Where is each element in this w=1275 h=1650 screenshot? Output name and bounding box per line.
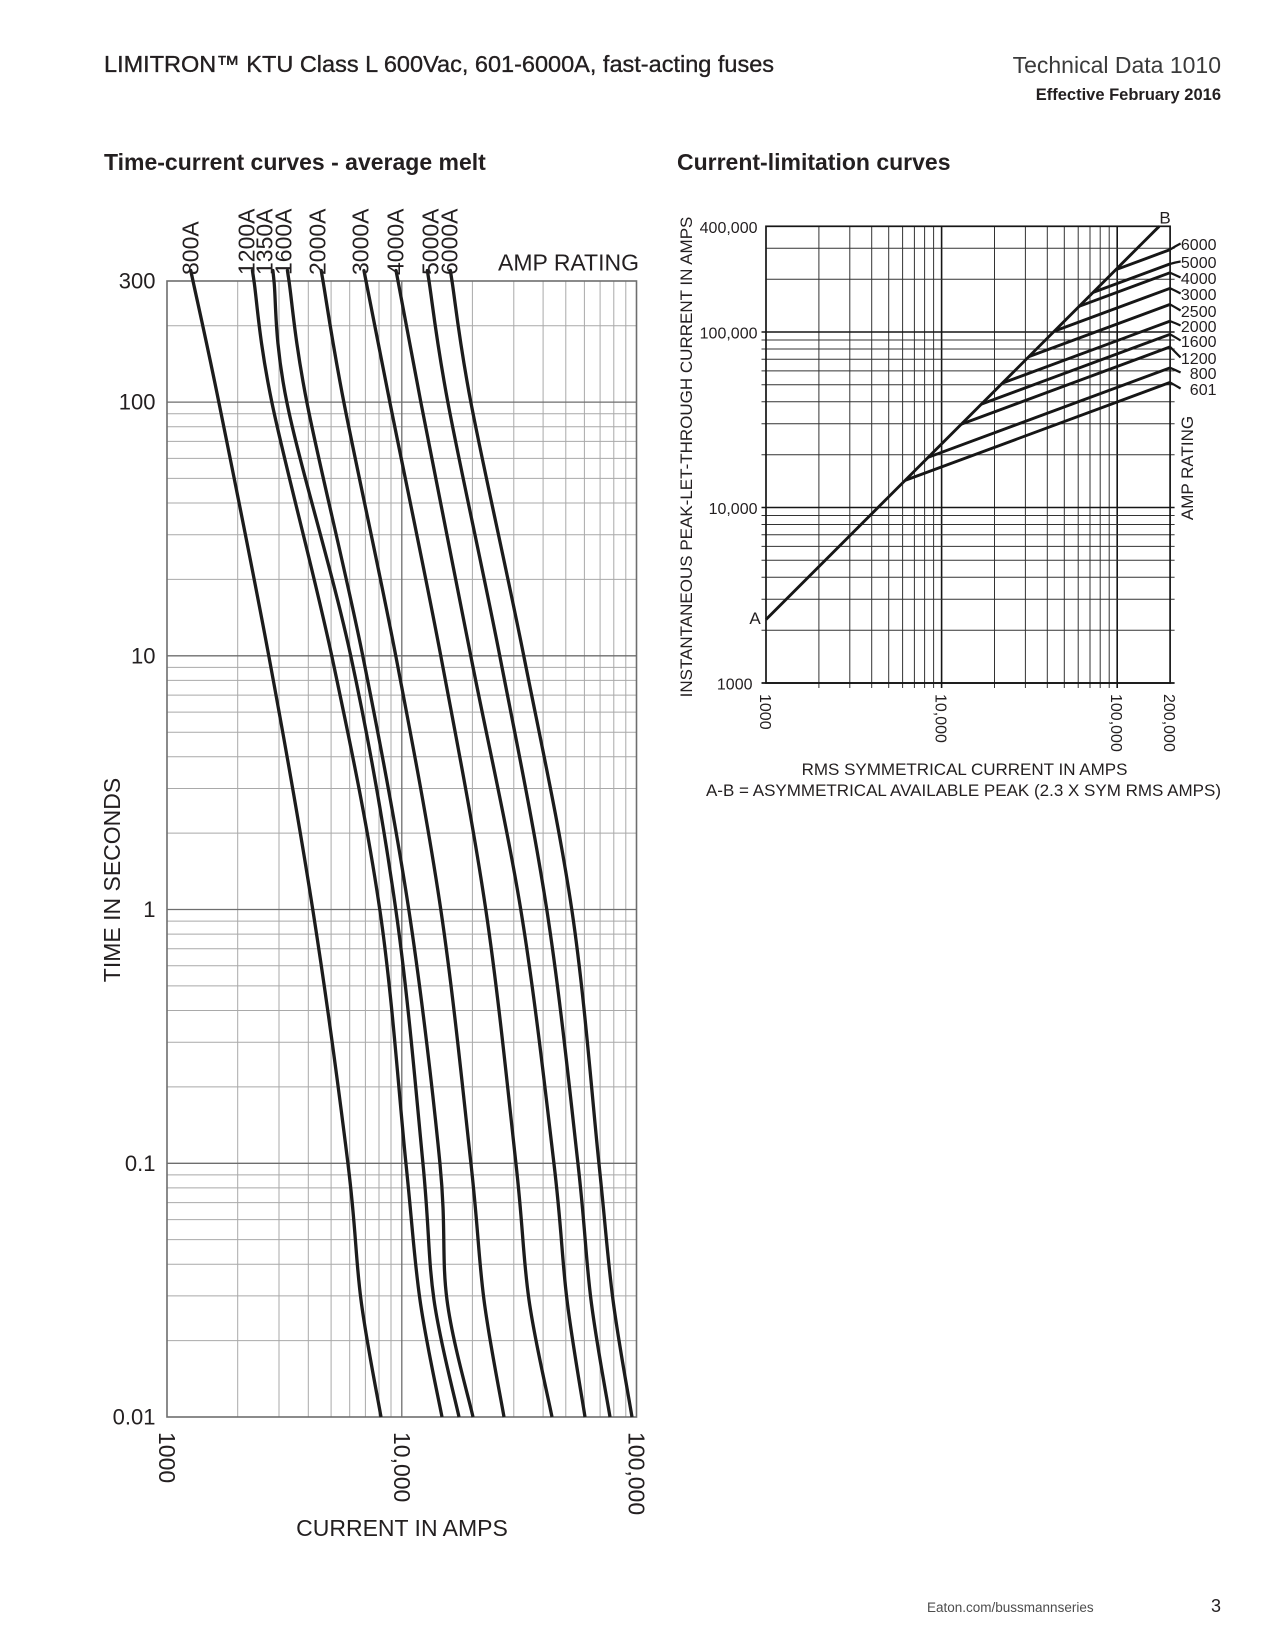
svg-text:10,000: 10,000 [389, 1432, 415, 1502]
svg-text:1200: 1200 [1181, 351, 1217, 368]
svg-text:10: 10 [131, 643, 155, 668]
svg-text:3: 3 [1211, 1596, 1221, 1616]
svg-text:B: B [1159, 209, 1170, 228]
svg-text:5000: 5000 [1181, 255, 1217, 272]
svg-text:10,000: 10,000 [932, 694, 949, 743]
svg-text:1000: 1000 [154, 1432, 180, 1483]
svg-text:200,000: 200,000 [1160, 694, 1177, 752]
svg-text:LIMITRON™ KTU Class L 600Vac,: LIMITRON™ KTU Class L 600Vac, 601-6000A,… [104, 51, 774, 77]
svg-text:6000A: 6000A [437, 208, 463, 275]
svg-text:AMP RATING: AMP RATING [498, 250, 639, 276]
svg-text:3000: 3000 [1181, 287, 1217, 304]
svg-text:300: 300 [119, 269, 156, 294]
svg-text:A-B = ASYMMETRICAL AVAILABLE P: A-B = ASYMMETRICAL AVAILABLE PEAK (2.3 X… [706, 781, 1221, 800]
svg-text:RMS SYMMETRICAL CURRENT IN AMP: RMS SYMMETRICAL CURRENT IN AMPS [802, 760, 1128, 779]
svg-text:Time-current curves - average: Time-current curves - average melt [104, 149, 486, 175]
svg-text:5000A: 5000A [418, 208, 444, 275]
svg-text:INSTANTANEOUS PEAK-LET-THROUGH: INSTANTANEOUS PEAK-LET-THROUGH CURRENT I… [677, 217, 696, 698]
svg-text:2000: 2000 [1181, 319, 1217, 336]
svg-text:A: A [749, 609, 761, 628]
svg-text:TIME IN SECONDS: TIME IN SECONDS [99, 778, 125, 982]
svg-text:4000A: 4000A [383, 208, 409, 275]
svg-text:100,000: 100,000 [700, 326, 758, 343]
svg-text:100,000: 100,000 [624, 1432, 650, 1515]
svg-text:AMP RATING: AMP RATING [1178, 416, 1197, 520]
svg-text:1350A: 1350A [252, 208, 278, 275]
svg-text:4000: 4000 [1181, 271, 1217, 288]
svg-text:1200A: 1200A [234, 208, 260, 275]
svg-text:100: 100 [119, 390, 156, 415]
svg-text:800: 800 [1190, 366, 1217, 383]
svg-text:10,000: 10,000 [709, 501, 758, 518]
svg-text:6000: 6000 [1181, 237, 1217, 254]
svg-text:CURRENT IN AMPS: CURRENT IN AMPS [296, 1515, 508, 1541]
svg-text:0.1: 0.1 [125, 1151, 156, 1176]
svg-text:800A: 800A [178, 221, 204, 275]
svg-text:2500: 2500 [1181, 304, 1217, 321]
svg-text:Eaton.com/bussmannseries: Eaton.com/bussmannseries [927, 1600, 1094, 1615]
svg-text:2000A: 2000A [305, 208, 331, 275]
svg-text:1000: 1000 [756, 694, 773, 730]
svg-text:400,000: 400,000 [700, 220, 758, 237]
svg-text:601: 601 [1190, 382, 1217, 399]
svg-text:0.01: 0.01 [113, 1405, 156, 1430]
svg-text:Technical Data 1010: Technical Data 1010 [1013, 52, 1221, 78]
svg-text:1600: 1600 [1181, 334, 1217, 351]
svg-text:Effective February 2016: Effective February 2016 [1036, 86, 1221, 104]
svg-text:1000: 1000 [717, 677, 753, 694]
svg-text:1600A: 1600A [271, 208, 297, 275]
svg-text:100,000: 100,000 [1107, 694, 1124, 752]
svg-text:3000A: 3000A [348, 208, 374, 275]
svg-text:Current-limitation curves: Current-limitation curves [677, 149, 951, 175]
svg-text:1: 1 [143, 897, 155, 922]
